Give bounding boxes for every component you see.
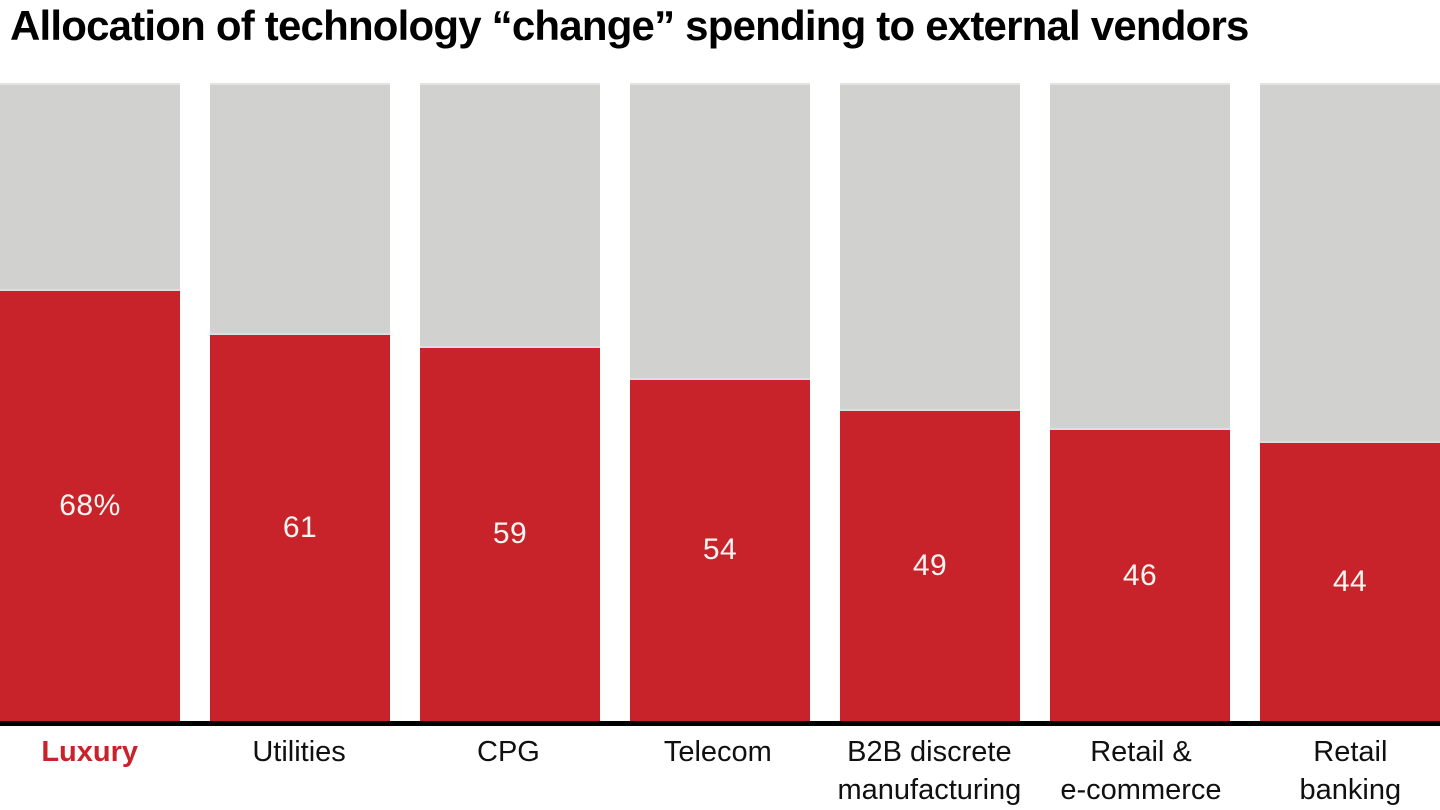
category-label-line: Retail & bbox=[1090, 736, 1192, 768]
category-label-b2b-discrete-manufacturing: B2B discrete manufacturing bbox=[838, 733, 1022, 809]
x-axis-baseline bbox=[0, 721, 1440, 726]
category-label-line: Luxury bbox=[41, 736, 139, 768]
bar-track-utilities: 61 bbox=[210, 83, 390, 721]
bar-value-label-luxury: 68% bbox=[59, 488, 121, 522]
bar-track-b2b-discrete-manufacturing: 49 bbox=[840, 83, 1020, 721]
category-label-line: Telecom bbox=[663, 736, 772, 768]
bar-fill-retail-banking: 44 bbox=[1260, 441, 1440, 721]
category-label-utilities: Utilities bbox=[209, 733, 388, 809]
category-label-line: e-commerce bbox=[1060, 774, 1222, 806]
bar-track-cpg: 59 bbox=[420, 83, 600, 721]
category-label-line: manufacturing bbox=[837, 774, 1022, 806]
bar-value-label-utilities: 61 bbox=[282, 511, 318, 545]
bar-fill-retail-e-commerce: 46 bbox=[1050, 428, 1230, 721]
chart-title: Allocation of technology “change” spendi… bbox=[10, 2, 1249, 49]
category-label-line: Retail bbox=[1313, 736, 1388, 768]
category-label-luxury: Luxury bbox=[0, 733, 179, 809]
bar-value-label-b2b-discrete-manufacturing: 49 bbox=[912, 549, 948, 583]
bar-fill-cpg: 59 bbox=[420, 345, 600, 721]
category-label-retail-e-commerce: Retail & e-commerce bbox=[1051, 733, 1230, 809]
bar-chart-plot-area: 68% 61 59 54 49 46 44 bbox=[0, 83, 1440, 721]
category-axis-labels: Luxury Utilities CPG Telecom B2B discrete man… bbox=[0, 733, 1440, 809]
category-label-retail-banking: Retail banking bbox=[1261, 733, 1440, 809]
bar-value-label-telecom: 54 bbox=[702, 533, 738, 567]
category-label-line: B2B discrete bbox=[847, 736, 1012, 768]
bar-fill-b2b-discrete-manufacturing: 49 bbox=[840, 409, 1020, 721]
bar-value-label-cpg: 59 bbox=[492, 517, 528, 551]
bar-fill-luxury: 68% bbox=[0, 288, 180, 721]
category-label-line: Utilities bbox=[252, 736, 346, 768]
bar-track-telecom: 54 bbox=[630, 83, 810, 721]
bar-value-label-retail-e-commerce: 46 bbox=[1122, 558, 1158, 592]
category-label-telecom: Telecom bbox=[628, 733, 807, 809]
bar-track-retail-e-commerce: 46 bbox=[1050, 83, 1230, 721]
category-label-line: banking bbox=[1299, 774, 1402, 806]
category-label-cpg: CPG bbox=[419, 733, 598, 809]
bar-track-retail-banking: 44 bbox=[1260, 83, 1440, 721]
bar-track-luxury: 68% bbox=[0, 83, 180, 721]
bar-value-label-retail-banking: 44 bbox=[1332, 565, 1368, 599]
bar-fill-telecom: 54 bbox=[630, 377, 810, 721]
bar-fill-utilities: 61 bbox=[210, 333, 390, 721]
category-label-line: CPG bbox=[477, 736, 540, 768]
